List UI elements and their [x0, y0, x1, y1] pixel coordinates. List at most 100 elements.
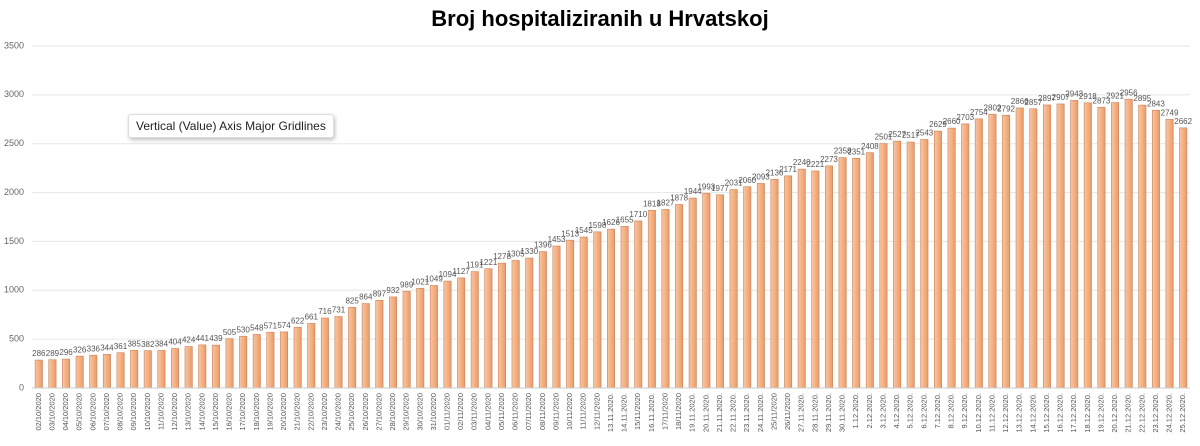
data-label: 361	[114, 342, 128, 351]
tooltip: Vertical (Value) Axis Major Gridlines	[128, 114, 334, 138]
bar	[1179, 127, 1188, 389]
data-label: 289	[46, 349, 60, 358]
bar	[1165, 119, 1174, 389]
bar	[143, 350, 152, 389]
data-label: 825	[345, 296, 359, 305]
bar	[402, 291, 411, 389]
data-label: 2895	[1133, 94, 1151, 103]
y-tick-label: 1500	[4, 236, 24, 246]
bar	[130, 350, 139, 389]
bar	[675, 204, 684, 389]
data-label: 382	[141, 340, 155, 349]
x-tick-label: 9.12.2020.	[960, 393, 969, 428]
data-label: 548	[250, 324, 264, 333]
x-tick-label: 6.12.2020.	[919, 393, 928, 428]
x-tick-label: 03/11/2020	[470, 393, 479, 430]
bar	[988, 113, 997, 389]
bar	[198, 344, 207, 389]
bar	[1042, 104, 1051, 389]
data-label: 2221	[806, 160, 824, 169]
bar	[62, 358, 71, 389]
bar	[1056, 103, 1065, 389]
x-tick-label: 19/10/2020	[265, 393, 274, 431]
x-tick-label: 10/11/2020	[565, 393, 574, 430]
x-tick-label: 03/10/2020	[47, 393, 56, 431]
x-tick-label: 11.12.2020.	[987, 393, 996, 432]
bar	[620, 225, 629, 389]
data-label: 989	[400, 280, 414, 289]
data-label: 2660	[943, 117, 961, 126]
data-label: 2358	[834, 147, 852, 156]
data-label: 1944	[684, 187, 702, 196]
bar	[1111, 102, 1120, 389]
x-tick-label: 08/10/2020	[116, 393, 125, 431]
x-tick-label: 10.12.2020.	[974, 393, 983, 433]
data-label: 2093	[752, 173, 770, 182]
data-label: 2501	[875, 133, 893, 142]
bar	[974, 118, 983, 389]
bar	[280, 331, 289, 389]
x-tick-label: 28.11.2020.	[810, 393, 819, 432]
data-label: 731	[332, 306, 346, 315]
bar	[579, 236, 588, 389]
y-tick-label: 500	[9, 334, 24, 344]
data-label: 2843	[1147, 99, 1165, 108]
bar	[34, 359, 43, 389]
x-tick-label: 21.11.2020.	[715, 393, 724, 432]
data-label: 2918	[1079, 92, 1097, 101]
x-tick-label: 30/10/2020	[415, 393, 424, 431]
bar	[1083, 102, 1092, 389]
x-tick-label: 11/10/2020	[156, 393, 165, 430]
data-label: 1453	[548, 235, 566, 244]
data-label: 2060	[738, 176, 756, 185]
data-label: 1127	[453, 267, 471, 276]
x-tick-label: 02/11/2020	[456, 393, 465, 430]
x-tick-label: 20.11.2020.	[701, 393, 710, 432]
bar	[211, 344, 220, 389]
data-label: 2943	[1065, 90, 1083, 99]
x-tick-label: 25/11/2020	[769, 393, 778, 430]
x-tick-label: 21.12.2020.	[1124, 393, 1133, 433]
data-label: 441	[196, 334, 210, 343]
bar	[89, 354, 98, 389]
data-label: 2629	[929, 120, 947, 129]
data-label: 1221	[479, 258, 497, 267]
bar	[1002, 114, 1011, 389]
data-label: 2754	[970, 108, 988, 117]
x-tick-label: 12.12.2020.	[1001, 393, 1010, 433]
x-tick-label: 27.11.2020.	[797, 393, 806, 432]
data-label: 1818	[643, 199, 661, 208]
bar	[702, 192, 711, 389]
bar	[75, 355, 84, 389]
bar	[607, 228, 615, 389]
data-label: 622	[291, 316, 305, 325]
bar	[1015, 107, 1024, 389]
x-tick-label: 22/10/2020	[306, 393, 315, 431]
bar	[375, 300, 384, 389]
x-tick-label: 15.12.2020.	[1042, 393, 1051, 433]
x-tick-label: 11/11/2020	[579, 393, 588, 429]
y-tick-label: 0	[19, 382, 24, 392]
bar	[865, 152, 874, 389]
x-tick-label: 24.12.2020.	[1165, 393, 1174, 433]
data-label: 296	[59, 348, 73, 357]
bar	[470, 271, 479, 389]
y-tick-label: 1000	[4, 285, 24, 295]
x-tick-label: 4.12.2020.	[892, 393, 901, 428]
bar	[334, 316, 343, 389]
bar	[1151, 109, 1160, 389]
x-tick-label: 7.12.2020.	[933, 393, 942, 428]
x-tick-label: 10/10/2020	[143, 393, 152, 431]
x-tick-label: 3.12.2020.	[878, 393, 887, 428]
x-tick-label: 02/10/2020	[34, 393, 43, 431]
bar	[171, 348, 180, 389]
x-tick-label: 23.11.2020.	[742, 393, 751, 432]
data-label: 1878	[670, 194, 688, 203]
x-tick-label: 17.12.2020.	[1069, 393, 1078, 433]
x-tick-label: 13/10/2020	[184, 393, 193, 431]
data-label: 574	[277, 321, 291, 330]
data-label: 439	[209, 334, 223, 343]
data-label: 1598	[588, 221, 606, 230]
bar	[947, 127, 956, 389]
data-label: 286	[32, 349, 46, 358]
